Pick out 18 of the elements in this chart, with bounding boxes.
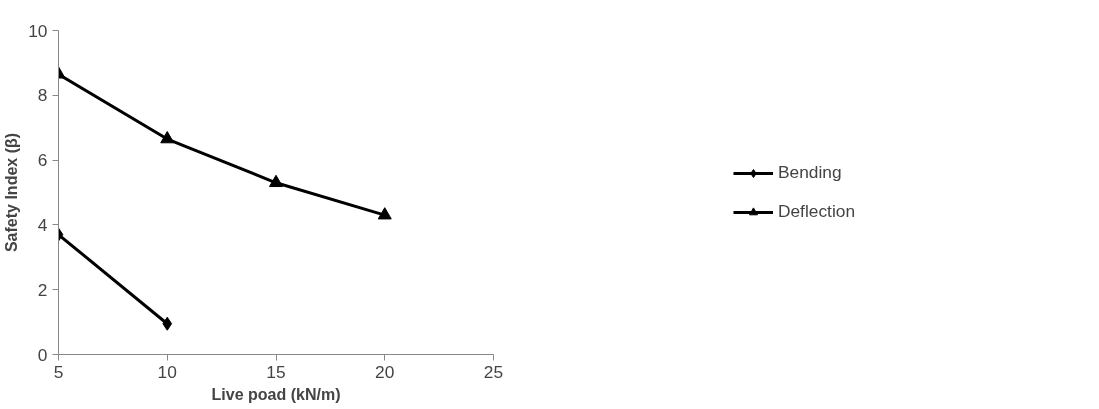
x-tick-label: 5 xyxy=(53,361,64,382)
point xyxy=(269,174,283,188)
y-axis-title: Safety Index (β) xyxy=(3,132,21,253)
legend-label: Bending xyxy=(777,162,842,183)
x-axis-title: Live poad (kN/m) xyxy=(211,385,341,403)
x-tick-label: 10 xyxy=(157,361,177,382)
x-tick-label: 25 xyxy=(483,361,504,382)
x-tick-label: 15 xyxy=(266,361,286,382)
y-tick-label: 4 xyxy=(37,214,48,235)
x-tick-label: 20 xyxy=(375,361,395,382)
y-tick-label: 6 xyxy=(37,150,48,171)
legend-label: Deflection xyxy=(777,201,856,222)
y-tick-label: 8 xyxy=(37,85,48,106)
point xyxy=(160,131,175,144)
y-tick-label: 0 xyxy=(37,344,48,365)
y-tick-label: 10 xyxy=(28,20,48,41)
y-tick-label: 2 xyxy=(37,279,48,300)
point xyxy=(377,207,392,220)
